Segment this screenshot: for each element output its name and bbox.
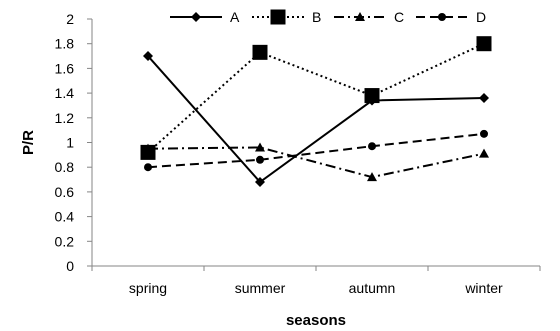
x-tick-label: winter bbox=[464, 280, 503, 296]
data-point-A bbox=[143, 51, 153, 62]
x-tick-label: summer bbox=[235, 280, 286, 296]
legend-marker-B bbox=[270, 9, 286, 25]
series-layer bbox=[140, 36, 492, 188]
data-point-D bbox=[256, 155, 264, 164]
data-point-C bbox=[143, 143, 153, 153]
legend-marker-C bbox=[355, 12, 365, 21]
axes: 0 0.2 0.4 0.6 0.8 1 1.2 1.4 1.6 1.8 2 spring summer a… bbox=[55, 11, 541, 296]
legend-label-A: A bbox=[230, 9, 240, 25]
series-A bbox=[143, 51, 489, 188]
legend-label-D: D bbox=[476, 9, 486, 25]
series-B bbox=[140, 36, 492, 160]
data-point-B bbox=[476, 36, 492, 52]
series-D bbox=[144, 129, 488, 172]
data-point-C bbox=[255, 142, 265, 152]
series-line-C bbox=[147, 146, 485, 179]
y-tick-label: 1.8 bbox=[55, 36, 75, 52]
x-tick-label: spring bbox=[129, 280, 167, 296]
y-tick-label: 1 bbox=[66, 135, 74, 151]
data-point-D bbox=[144, 163, 152, 172]
data-point-D bbox=[368, 142, 376, 151]
series-line-A bbox=[147, 55, 485, 184]
legend-marker-D bbox=[438, 13, 446, 21]
x-tick-label: autumn bbox=[349, 280, 396, 296]
legend: A B C D bbox=[170, 9, 486, 25]
y-tick-label: 2 bbox=[66, 11, 74, 27]
series-C bbox=[143, 142, 489, 182]
y-axis-title: P/R bbox=[20, 130, 37, 155]
y-tick-label: 1.6 bbox=[55, 60, 75, 76]
data-point-B bbox=[364, 88, 380, 104]
legend-item-B: B bbox=[252, 9, 321, 25]
y-tick-label: 1.2 bbox=[55, 110, 75, 126]
data-point-A bbox=[479, 93, 489, 104]
legend-item-C: C bbox=[334, 9, 404, 25]
x-axis-title: seasons bbox=[286, 312, 346, 329]
y-tick-label: 1.4 bbox=[55, 85, 75, 101]
data-point-A bbox=[255, 177, 265, 188]
data-point-B bbox=[252, 44, 268, 60]
legend-label-C: C bbox=[394, 9, 404, 25]
series-line-D bbox=[147, 132, 485, 169]
y-tick-label: 0.6 bbox=[55, 184, 75, 200]
y-tick-label: 0.4 bbox=[55, 209, 75, 225]
y-tick-label: 0.8 bbox=[55, 159, 75, 175]
series-line-B bbox=[147, 42, 485, 154]
data-point-C bbox=[367, 172, 377, 182]
legend-item-D: D bbox=[416, 9, 486, 25]
legend-label-B: B bbox=[312, 9, 321, 25]
y-tick-label: 0.2 bbox=[55, 233, 75, 249]
legend-marker-A bbox=[191, 12, 201, 22]
data-point-D bbox=[480, 129, 488, 138]
legend-item-A: A bbox=[170, 9, 240, 25]
y-tick-label: 0 bbox=[66, 258, 74, 274]
data-point-C bbox=[479, 148, 489, 158]
